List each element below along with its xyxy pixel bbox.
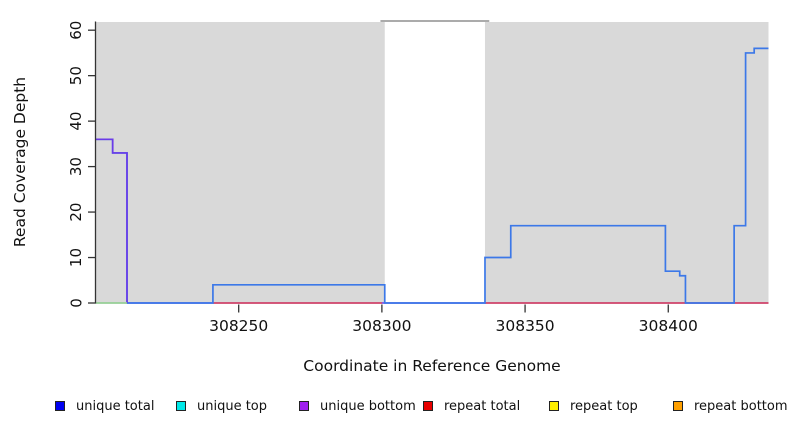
legend-label-unique-bottom: unique bottom bbox=[320, 398, 416, 414]
x-tick-label: 308300 bbox=[352, 317, 411, 335]
coverage-plot-canvas: 0 10 20 30 40 50 60 308250 308300 308350 308400 Re… bbox=[11, 20, 769, 375]
legend-item-repeat-total: repeat total bbox=[423, 396, 520, 416]
series-unique-total bbox=[95, 47, 769, 304]
y-tick-label: 0 bbox=[67, 298, 85, 308]
legend-swatch-unique-top bbox=[176, 401, 186, 411]
legend-label-repeat-top: repeat top bbox=[570, 398, 638, 414]
legend-swatch-repeat-bottom bbox=[673, 401, 683, 411]
legend: unique total unique top unique bottom repea… bbox=[0, 396, 792, 422]
x-tick-label: 308250 bbox=[209, 317, 268, 335]
legend-swatch-repeat-top bbox=[549, 401, 559, 411]
legend-swatch-unique-total bbox=[55, 401, 65, 411]
legend-label-unique-top: unique top bbox=[197, 398, 268, 414]
legend-item-unique-total: unique total bbox=[55, 396, 154, 416]
y-tick-label: 50 bbox=[67, 66, 85, 85]
y-tick-label: 40 bbox=[67, 112, 85, 131]
y-tick-label: 10 bbox=[67, 248, 85, 267]
legend-label-repeat-total: repeat total bbox=[444, 398, 521, 414]
legend-item-repeat-top: repeat top bbox=[549, 396, 638, 416]
legend-item-unique-bottom: unique bottom bbox=[299, 396, 416, 416]
y-tick-label: 20 bbox=[67, 203, 85, 222]
y-axis-title: Read Coverage Depth bbox=[11, 77, 29, 247]
legend-swatch-repeat-total bbox=[423, 401, 433, 411]
x-tick-label: 308350 bbox=[495, 317, 554, 335]
legend-item-repeat-bottom: repeat bottom bbox=[673, 396, 788, 416]
y-tick-label: 60 bbox=[67, 21, 85, 40]
legend-label-repeat-bottom: repeat bottom bbox=[694, 398, 788, 414]
x-tick-label: 308400 bbox=[639, 317, 698, 335]
legend-swatch-unique-bottom bbox=[299, 401, 309, 411]
legend-item-unique-top: unique top bbox=[176, 396, 267, 416]
gap-region bbox=[384, 22, 485, 303]
series-unique-bottom-left bbox=[95, 138, 128, 303]
legend-label-unique-total: unique total bbox=[76, 398, 155, 414]
y-tick-label: 30 bbox=[67, 157, 85, 176]
x-axis-title: Coordinate in Reference Genome bbox=[303, 357, 560, 375]
